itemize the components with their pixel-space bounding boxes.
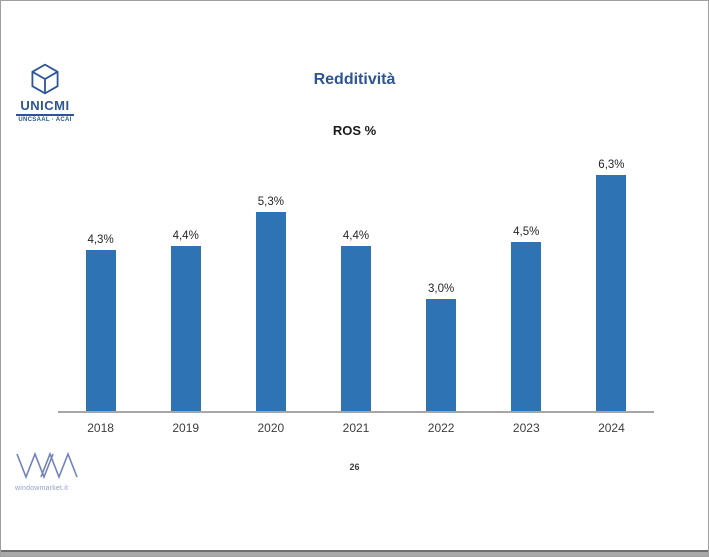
windowmarket-logo: windowmarket.it <box>15 451 85 492</box>
chart-column-2023: 4,5% <box>484 149 569 411</box>
bar-value-label-2022: 3,0% <box>428 282 455 295</box>
chart-column-2024: 6,3% <box>569 149 654 411</box>
slide-bottom-border <box>1 550 708 556</box>
bar-2024 <box>596 174 627 411</box>
chart-column-2021: 4,4% <box>313 149 398 411</box>
chart-column-2022: 3,0% <box>399 149 484 411</box>
page-number: 26 <box>349 462 360 472</box>
unicmi-logo: UNICMI UNCSAAL · ACAI <box>16 61 74 123</box>
bar-2021 <box>340 246 371 411</box>
chart-column-2019: 4,4% <box>143 149 228 411</box>
chart-column-2018: 4,3% <box>58 149 143 411</box>
chart-title: ROS % <box>332 123 377 138</box>
x-axis-label-2020: 2020 <box>257 421 285 435</box>
x-axis-label-2023: 2023 <box>512 421 540 435</box>
bar-value-label-2018: 4,3% <box>87 233 114 246</box>
bar-2022 <box>426 298 457 411</box>
bar-value-label-2019: 4,4% <box>172 230 199 242</box>
x-axis-label-2024: 2024 <box>598 421 625 435</box>
windowmarket-logo-text: windowmarket.it <box>15 485 69 492</box>
slide-title: Redditività <box>313 71 396 88</box>
bar-value-label-2020: 5,3% <box>257 196 284 209</box>
bar-2018 <box>85 249 116 411</box>
bar-2019 <box>170 246 201 411</box>
windowmarket-wm-icon <box>16 451 78 480</box>
x-axis-labels: 2018 2019 2020 2021 2022 2023 2024 <box>58 421 654 435</box>
unicmi-cube-icon <box>31 63 59 95</box>
bar-2020 <box>255 212 286 411</box>
bar-2023 <box>511 242 542 411</box>
bar-value-label-2024: 6,3% <box>598 158 625 171</box>
x-axis-label-2019: 2019 <box>172 421 200 435</box>
unicmi-logo-subtext: UNCSAAL · ACAI <box>16 114 74 123</box>
x-axis-label-2018: 2018 <box>87 421 114 435</box>
bar-value-label-2021: 4,4% <box>342 230 370 242</box>
x-axis-label-2022: 2022 <box>427 421 455 435</box>
unicmi-logo-text: UNICMI <box>20 98 70 113</box>
chart-column-2020: 5,3% <box>228 149 313 411</box>
x-axis-line <box>58 411 654 413</box>
bar-chart-plot-area: 4,3% 4,4% 5,3% 4,4% 3,0% 4,5% 6,3% <box>58 149 654 411</box>
bar-value-label-2023: 4,5% <box>513 226 540 239</box>
x-axis-label-2021: 2021 <box>342 421 370 435</box>
